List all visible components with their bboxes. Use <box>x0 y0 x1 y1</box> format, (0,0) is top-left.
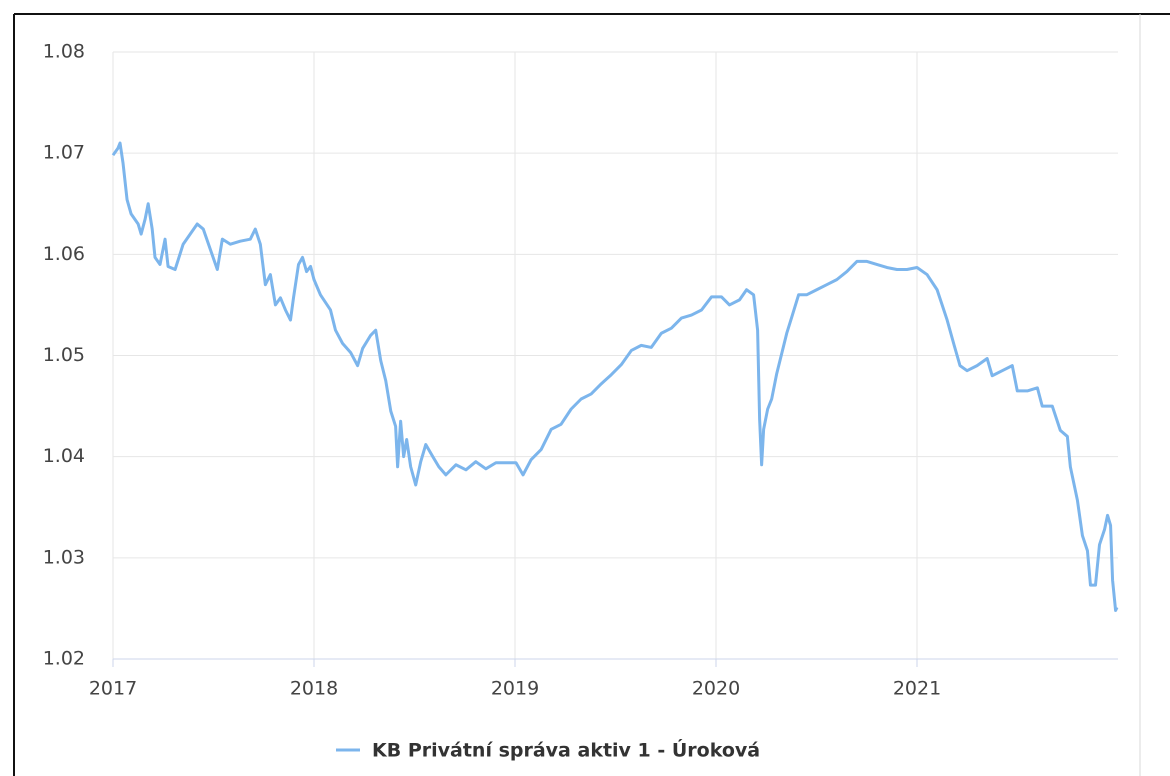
legend: KB Privátní správa aktiv 1 - Úroková <box>336 738 760 762</box>
x-tick-label: 2021 <box>893 678 941 700</box>
y-tick-label: 1.05 <box>43 344 85 366</box>
series-line <box>111 141 1119 612</box>
legend-label: KB Privátní správa aktiv 1 - Úroková <box>372 738 760 762</box>
y-tick-label: 1.08 <box>43 41 85 63</box>
x-tick-label: 2020 <box>692 678 740 700</box>
grid: 1.02 1.03 1.04 1.05 1.06 1.07 1.08 2017 2018 2019… <box>43 41 1118 700</box>
plot <box>111 141 1119 612</box>
y-tick-label: 1.02 <box>43 648 85 670</box>
y-tick-label: 1.03 <box>43 546 85 568</box>
y-tick-label: 1.07 <box>43 142 85 164</box>
y-tick-label: 1.04 <box>43 445 85 467</box>
x-tick-label: 2017 <box>89 678 137 700</box>
x-tick-label: 2018 <box>290 678 338 700</box>
x-tick-label: 2019 <box>491 678 539 700</box>
y-tick-label: 1.06 <box>43 243 85 265</box>
